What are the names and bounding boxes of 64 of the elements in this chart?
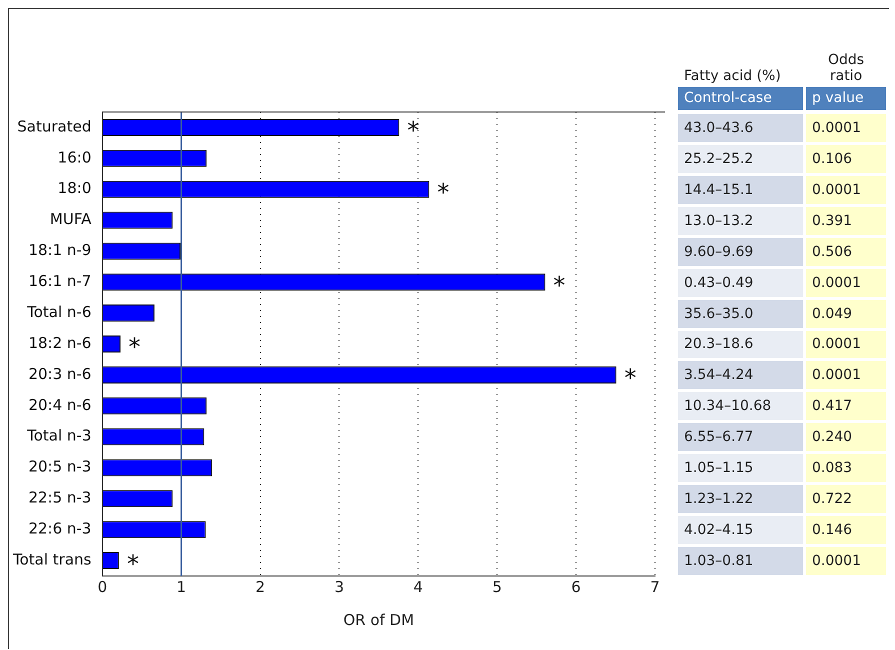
- text: 0.106: [806, 144, 886, 173]
- y-tick-label: 22:5 n-3: [28, 488, 92, 507]
- annotation: *: [624, 364, 636, 392]
- x-tick-label: 5: [492, 578, 502, 596]
- text: 0.506: [806, 238, 886, 266]
- y-tick-label: 18:1 n-9: [28, 241, 92, 260]
- text: 0.43–0.49: [678, 268, 803, 297]
- text: 13.0–13.2: [678, 206, 803, 235]
- text: Odds ratio: [826, 50, 866, 84]
- y-tick-label: 16:1 n-7: [28, 272, 92, 290]
- text: 20.3–18.6: [678, 330, 803, 358]
- text: 9.60–9.69: [678, 238, 803, 266]
- text: 0.0001: [806, 268, 886, 297]
- y-tick-label: 22:6 n-3: [28, 519, 92, 538]
- y-tick-label: 20:4 n-6: [28, 396, 92, 414]
- x-tick-label: 2: [255, 578, 266, 596]
- text: 0.049: [806, 300, 886, 328]
- text: 43.0–43.6: [678, 114, 803, 142]
- y-tick-label: Total trans: [12, 550, 92, 568]
- annotation: *: [126, 550, 139, 578]
- annotation: *: [407, 116, 420, 145]
- y-tick-label: Total n-6: [26, 302, 92, 321]
- text: 25.2–25.2: [678, 144, 803, 173]
- x-tick-label: 7: [650, 578, 660, 596]
- annotation: *: [437, 178, 450, 207]
- text: 3.54–4.24: [678, 361, 803, 390]
- text: 1.23–1.22: [678, 485, 803, 514]
- text: 4.02–4.15: [678, 516, 803, 544]
- text: 35.6–35.0: [678, 300, 803, 328]
- x-tick-label: 1: [176, 578, 186, 596]
- text: 1.05–1.15: [678, 454, 803, 482]
- text: 10.34–10.68: [678, 392, 803, 420]
- annotation: *: [553, 271, 566, 300]
- text: 0.0001: [806, 114, 886, 142]
- text: 0.0001: [806, 176, 886, 204]
- text: Control-case: [678, 87, 803, 110]
- text: p value: [806, 87, 886, 110]
- text: 0.722: [806, 485, 886, 514]
- text: 1.03–0.81: [678, 547, 803, 575]
- text: 0.0001: [806, 547, 886, 575]
- y-tick-label: 16:0: [58, 148, 92, 166]
- y-tick-label: 18:2 n-6: [28, 334, 92, 352]
- x-tick-label: 4: [413, 578, 423, 596]
- y-tick-label: Saturated: [17, 117, 92, 136]
- x-tick-label: 6: [571, 578, 581, 596]
- x-tick-label: 0: [98, 578, 108, 596]
- annotation: *: [128, 333, 141, 362]
- text: 14.4–15.1: [678, 176, 803, 204]
- text: 0.0001: [806, 330, 886, 358]
- text: 0.391: [806, 206, 886, 235]
- y-tick-label: 18:0: [58, 179, 92, 198]
- y-tick-label: 20:5 n-3: [28, 458, 92, 476]
- y-tick-label: 20:3 n-6: [28, 364, 92, 383]
- y-tick-label: MUFA: [50, 210, 92, 228]
- text: 0.417: [806, 392, 886, 420]
- text: 0.083: [806, 454, 886, 482]
- x-axis-title: OR of DM: [343, 610, 414, 629]
- text: 6.55–6.77: [678, 423, 803, 452]
- text: 0.0001: [806, 361, 886, 390]
- text: 0.240: [806, 423, 886, 452]
- text: Fatty acid (%): [683, 66, 782, 84]
- text: 0.146: [806, 516, 886, 544]
- y-tick-label: Total n-3: [26, 426, 92, 445]
- x-tick-label: 3: [334, 578, 344, 596]
